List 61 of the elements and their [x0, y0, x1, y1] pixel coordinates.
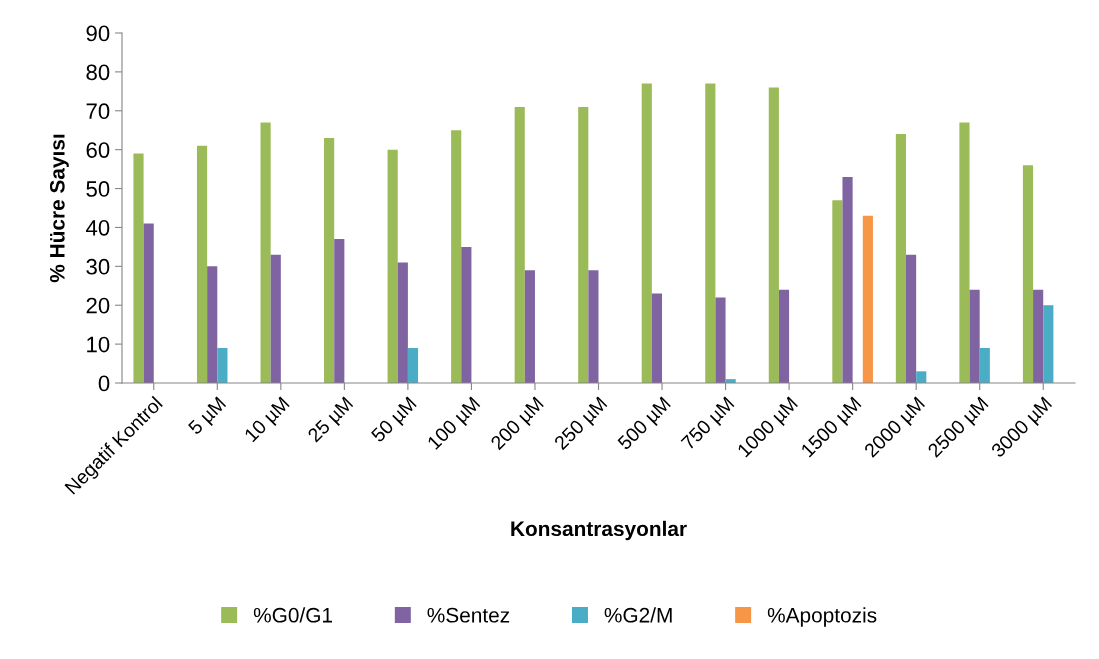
bar [1043, 305, 1054, 383]
bar [651, 293, 663, 383]
bar [451, 130, 462, 383]
bar [715, 297, 726, 383]
bar [979, 348, 990, 383]
bar [969, 289, 980, 383]
y-tick-label: 80 [86, 64, 110, 81]
bar [778, 289, 790, 383]
bar [260, 122, 271, 383]
bar [842, 176, 853, 383]
bar [324, 138, 335, 383]
bar [959, 122, 970, 383]
bar [705, 83, 716, 383]
x-tick-label: 5 µM [187, 396, 229, 438]
bar [217, 348, 228, 383]
y-tick-label: 60 [86, 142, 110, 158]
bar [524, 270, 535, 383]
bar [895, 134, 906, 383]
bar [461, 246, 472, 383]
bar [143, 223, 154, 383]
bar [1033, 289, 1044, 383]
y-tick-label: 30 [86, 258, 110, 275]
x-tick-label: 50 µM [370, 396, 420, 446]
x-tick-label: 100 µM [426, 396, 484, 453]
bar [916, 371, 927, 383]
bar [270, 254, 281, 383]
y-tick-label: 20 [86, 297, 110, 314]
bar [1022, 165, 1034, 383]
bar [862, 215, 873, 383]
y-tick-label: 50 [86, 181, 110, 197]
x-tick-label: 10 µM [243, 396, 293, 446]
bar [196, 145, 208, 383]
bar [641, 83, 652, 383]
y-tick-label: 70 [86, 103, 110, 120]
y-tick-label: 40 [85, 219, 110, 236]
y-tick-label: 0 [98, 375, 110, 392]
y-tick-label: 10 [87, 336, 110, 353]
x-tick-label: 500 µM [616, 396, 674, 454]
bar [514, 106, 525, 383]
bar [906, 254, 917, 383]
bar [578, 106, 589, 383]
legend-label: %G2/M [604, 607, 672, 623]
legend-label: %Sentez [427, 607, 510, 623]
legend-label: %Apoptozis [767, 607, 877, 627]
x-tick-label: 25 µM [306, 396, 357, 446]
x-tick-label: 200 µM [489, 396, 547, 454]
bar [407, 348, 419, 383]
y-axis-title: % Hücre Sayısı [49, 134, 69, 283]
x-tick-label: 750 µM [680, 396, 738, 454]
y-tick-label: 90 [86, 25, 110, 42]
x-axis-title: Konsantrasyonlar [511, 520, 687, 541]
bar [387, 149, 398, 383]
bar [588, 270, 599, 383]
bar [397, 262, 408, 383]
legend-label: %G0/G1 [253, 607, 333, 623]
bar [832, 200, 843, 383]
bar [334, 239, 345, 383]
bar [768, 87, 779, 383]
x-tick-label: 250 µM [553, 396, 611, 454]
bar [133, 153, 144, 383]
bar [207, 266, 218, 383]
